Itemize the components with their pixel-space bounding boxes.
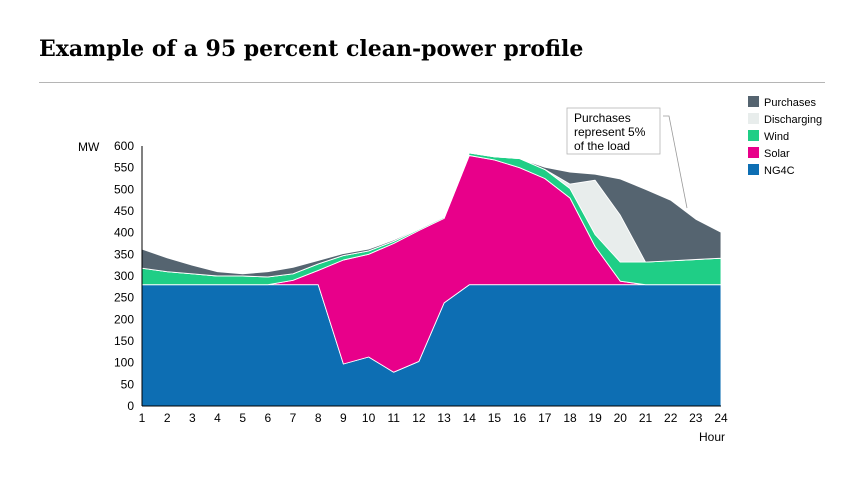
x-tick-label: 5	[239, 411, 246, 425]
x-tick-label: 4	[214, 411, 221, 425]
legend-swatch-purchases	[748, 96, 759, 107]
area-purchases	[141, 152, 722, 278]
y-tick-label: 600	[114, 139, 134, 153]
x-tick-label: 3	[189, 411, 196, 425]
y-tick-label: 100	[114, 356, 134, 370]
legend-label-purchases: Purchases	[764, 97, 816, 109]
chart-axes	[141, 146, 721, 407]
legend-swatch-wind	[748, 130, 759, 141]
y-tick-label: 500	[114, 182, 134, 196]
x-tick-label: 14	[463, 411, 477, 425]
y-tick-label: 450	[114, 204, 134, 218]
title-divider	[39, 82, 825, 83]
y-tick-label: 350	[114, 247, 134, 261]
callout-line-2: represent 5%	[574, 125, 646, 139]
x-tick-label: 23	[689, 411, 703, 425]
y-tick-label: 300	[114, 269, 134, 283]
area-series-group	[141, 152, 722, 407]
x-tick-label: 22	[664, 411, 678, 425]
x-tick-labels: 1 2 3 4 5 6 7 8 9 10 11 12 13 14 15 16 17 18 19 20 21 22 23 24	[139, 411, 728, 425]
y-tick-label: 250	[114, 291, 134, 305]
x-tick-label: 21	[639, 411, 653, 425]
x-tick-label: 17	[538, 411, 552, 425]
callout-line-3: of the load	[574, 139, 630, 153]
x-tick-label: 7	[290, 411, 297, 425]
legend-swatch-discharging	[748, 113, 759, 124]
callout-box	[566, 107, 661, 155]
legend-label-solar: Solar	[764, 148, 790, 160]
x-tick-label: 13	[437, 411, 451, 425]
x-axis-label: Hour	[699, 430, 725, 444]
x-tick-label: 6	[265, 411, 272, 425]
chart-legend: Purchases Discharging Wind Solar NG4C	[748, 96, 822, 177]
legend-swatch-solar	[748, 147, 759, 158]
x-tick-label: 20	[614, 411, 628, 425]
y-axis-label: MW	[78, 140, 100, 154]
x-tick-label: 9	[340, 411, 347, 425]
y-tick-label: 550	[114, 161, 134, 175]
x-tick-label: 8	[315, 411, 322, 425]
legend-label-discharging: Discharging	[764, 114, 822, 126]
x-tick-label: 12	[412, 411, 426, 425]
x-tick-label: 16	[513, 411, 527, 425]
x-tick-label: 1	[139, 411, 146, 425]
callout-annotation: Purchases represent 5% of the load	[566, 107, 688, 209]
callout-leader-line	[663, 115, 688, 209]
y-tick-label: 150	[114, 334, 134, 348]
y-tick-labels: 0 50 100 150 200 250 300 350 400 450 500 550 600	[114, 139, 134, 413]
chart-title: Example of a 95 percent clean-power prof…	[39, 36, 584, 62]
y-tick-label: 400	[114, 226, 134, 240]
y-tick-label: 0	[127, 399, 134, 413]
x-tick-label: 11	[387, 411, 400, 425]
x-tick-label: 2	[164, 411, 171, 425]
x-tick-label: 10	[362, 411, 376, 425]
legend-label-wind: Wind	[764, 131, 789, 143]
x-tick-label: 19	[588, 411, 602, 425]
callout-line-1: Purchases	[574, 111, 631, 125]
y-tick-label: 50	[121, 377, 135, 391]
legend-swatch-ng4c	[748, 164, 759, 175]
x-tick-label: 24	[714, 411, 728, 425]
y-tick-label: 200	[114, 312, 134, 326]
x-tick-label: 15	[488, 411, 502, 425]
legend-label-ng4c: NG4C	[764, 165, 795, 177]
x-tick-label: 18	[563, 411, 577, 425]
